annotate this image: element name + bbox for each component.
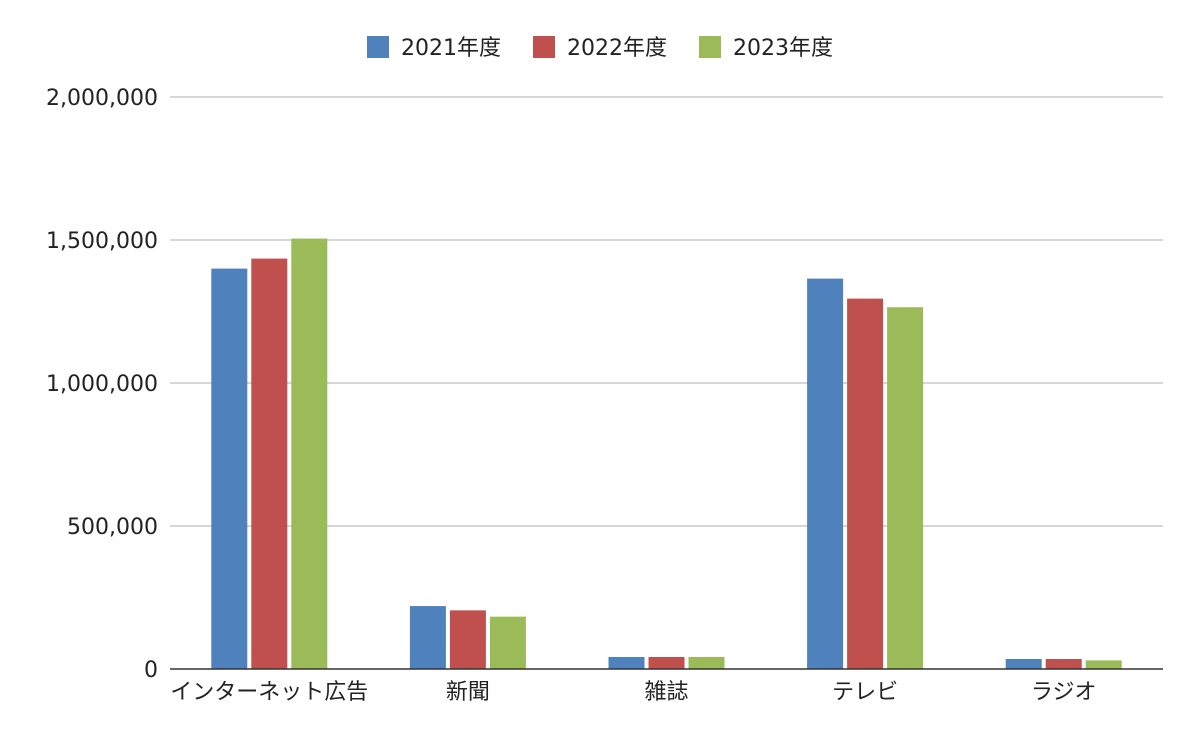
bar — [211, 268, 248, 669]
legend-swatch — [699, 36, 721, 58]
bar — [688, 656, 725, 669]
legend-item: 2022年度 — [533, 36, 667, 61]
legend-item: 2021年度 — [367, 36, 501, 61]
y-tick-label: 500,000 — [67, 515, 158, 540]
grid — [170, 96, 1163, 527]
bar — [1005, 658, 1042, 669]
bar — [251, 258, 288, 669]
x-tick-label: ラジオ — [1031, 680, 1097, 705]
legend-label: 2021年度 — [401, 36, 501, 61]
legend-swatch — [533, 36, 555, 58]
bar — [648, 656, 685, 669]
legend-label: 2022年度 — [567, 36, 667, 61]
bars — [211, 238, 1122, 669]
x-tick-label: 雑誌 — [644, 680, 688, 705]
bar — [847, 298, 884, 669]
bar — [807, 278, 844, 669]
y-tick-label: 1,500,000 — [46, 229, 158, 254]
bar — [1085, 660, 1122, 669]
legend-label: 2023年度 — [733, 36, 833, 61]
y-tick-label: 2,000,000 — [46, 86, 158, 111]
legend: 2021年度 2022年度 2023年度 — [367, 36, 833, 61]
y-tick-label: 1,000,000 — [46, 372, 158, 397]
bar — [887, 307, 924, 669]
legend-item: 2023年度 — [699, 36, 833, 61]
y-tick-label: 0 — [144, 658, 158, 683]
x-tick-label: テレビ — [832, 680, 898, 705]
x-tick-label: 新聞 — [446, 680, 490, 705]
x-tick-label: インターネット広告 — [170, 680, 368, 705]
bar — [1045, 658, 1082, 669]
legend-swatch — [367, 36, 389, 58]
bar — [608, 656, 645, 669]
bar — [409, 606, 446, 669]
x-axis: インターネット広告 新聞 雑誌 テレビ ラジオ — [170, 668, 1163, 705]
y-axis: 0 500,000 1,000,000 1,500,000 2,000,000 — [46, 86, 158, 683]
bar — [449, 610, 486, 669]
bar — [489, 616, 526, 669]
bar — [291, 238, 328, 669]
